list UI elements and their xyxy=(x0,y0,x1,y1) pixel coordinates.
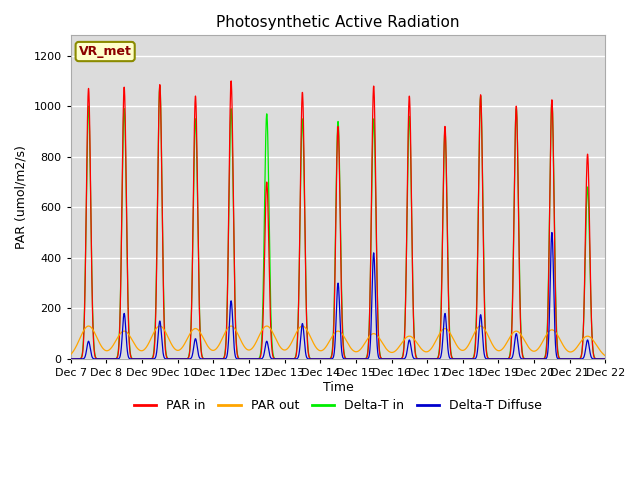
Title: Photosynthetic Active Radiation: Photosynthetic Active Radiation xyxy=(216,15,460,30)
Legend: PAR in, PAR out, Delta-T in, Delta-T Diffuse: PAR in, PAR out, Delta-T in, Delta-T Dif… xyxy=(129,395,547,418)
Text: VR_met: VR_met xyxy=(79,45,132,58)
Y-axis label: PAR (umol/m2/s): PAR (umol/m2/s) xyxy=(15,145,28,249)
X-axis label: Time: Time xyxy=(323,381,353,394)
